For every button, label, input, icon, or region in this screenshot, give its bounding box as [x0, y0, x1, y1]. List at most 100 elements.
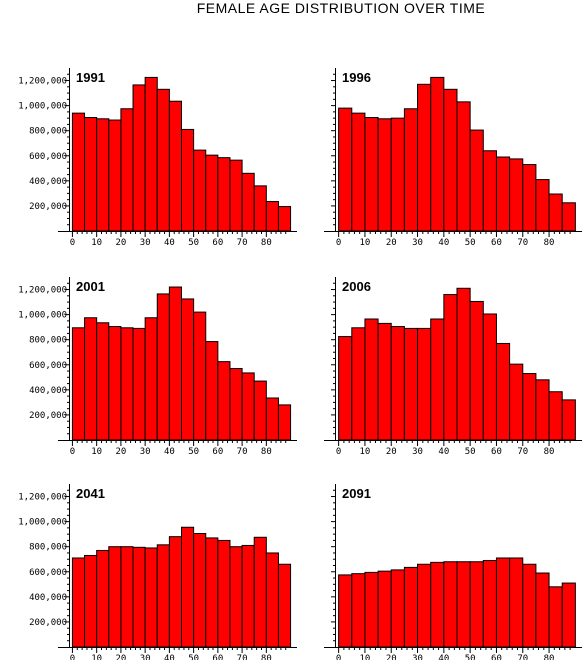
bar	[430, 561, 445, 648]
x-tick-label: 50	[188, 447, 199, 457]
bar	[561, 202, 576, 232]
bar	[430, 76, 445, 232]
bar	[403, 108, 419, 232]
x-tick-label: 0	[336, 654, 341, 660]
x-tick-label: 70	[237, 238, 248, 248]
y-tick-label: 800,000	[29, 127, 67, 137]
y-tick-label: 1,200,000	[18, 77, 67, 87]
bar	[241, 372, 255, 441]
bar	[377, 118, 392, 232]
bar	[482, 313, 497, 441]
x-tick-label: 30	[140, 238, 151, 248]
bar	[495, 557, 511, 648]
y-tick-label: 1,200,000	[18, 493, 67, 503]
x-tick-label: 20	[386, 654, 397, 660]
bar	[84, 317, 98, 441]
bar	[338, 107, 353, 232]
bar	[193, 533, 207, 648]
chart-panel-2001: 200,000 400,000 600,000 800,000 1,000,000 1,2…	[18, 277, 297, 457]
x-tick-label: 60	[491, 654, 502, 660]
x-tick-label: 60	[212, 447, 223, 457]
bar	[265, 552, 279, 648]
bar	[217, 539, 231, 648]
x-tick-label: 70	[517, 447, 528, 457]
x-tick-label: 30	[140, 447, 151, 457]
bar	[277, 563, 292, 648]
x-tick-label: 70	[517, 238, 528, 248]
y-tick-label: 1,000,000	[18, 518, 67, 528]
x-tick-label: 50	[465, 447, 476, 457]
y-tick-label: 400,000	[29, 177, 67, 187]
bar	[495, 156, 511, 232]
bar	[548, 391, 563, 441]
bar	[456, 101, 471, 232]
bar	[168, 286, 182, 441]
bar	[509, 557, 524, 648]
bar	[364, 318, 379, 441]
bar	[229, 159, 243, 232]
bar	[253, 536, 267, 648]
bar	[338, 336, 353, 441]
x-tick-label: 20	[386, 447, 397, 457]
x-tick-label: 10	[91, 447, 102, 457]
y-tick-label: 1,000,000	[18, 102, 67, 112]
bar	[217, 361, 231, 441]
y-tick-label: 600,000	[29, 568, 67, 578]
x-tick-label: 70	[517, 654, 528, 660]
chart-panel-2091: 0 10 20 30 40 50 60 70 80 2091	[324, 484, 582, 660]
bar	[277, 404, 292, 441]
bar	[205, 154, 219, 232]
x-tick-label: 70	[237, 447, 248, 457]
bar	[482, 150, 497, 232]
bar	[71, 112, 86, 232]
bar	[253, 380, 267, 441]
bar	[144, 76, 158, 232]
x-tick-label: 60	[212, 654, 223, 660]
bar	[390, 326, 405, 441]
bar	[229, 368, 243, 441]
y-tick-label: 600,000	[29, 361, 67, 371]
bar	[535, 572, 550, 648]
bar	[241, 172, 255, 232]
bar	[364, 117, 379, 232]
bar	[456, 287, 471, 441]
bar	[120, 546, 134, 648]
bar	[181, 526, 195, 648]
bar	[96, 549, 110, 648]
bar	[156, 88, 170, 232]
bar	[205, 537, 219, 648]
bar	[84, 554, 98, 648]
bar	[561, 399, 576, 441]
x-tick-label: 10	[91, 238, 102, 248]
bar	[193, 149, 207, 232]
bar	[522, 164, 537, 232]
x-tick-label: 80	[544, 654, 555, 660]
bar	[253, 185, 267, 232]
chart-panel-1991: 200,000 400,000 600,000 800,000 1,000,000 1,2…	[18, 68, 297, 248]
y-tick-label: 200,000	[29, 411, 67, 421]
x-tick-label: 50	[188, 238, 199, 248]
bar	[156, 293, 170, 441]
x-tick-label: 40	[164, 447, 175, 457]
x-tick-label: 60	[491, 238, 502, 248]
x-tick-label: 20	[386, 238, 397, 248]
bar	[108, 546, 122, 648]
panel-year-label: 2006	[342, 279, 371, 294]
bar	[535, 379, 550, 441]
bar	[535, 179, 550, 232]
bar	[241, 544, 255, 648]
page-title: FEMALE AGE DISTRIBUTION OVER TIME	[196, 0, 486, 16]
bar	[156, 544, 170, 648]
bar	[351, 112, 366, 232]
bar	[469, 300, 484, 441]
x-tick-label: 60	[212, 238, 223, 248]
bar	[443, 561, 458, 648]
x-tick-label: 30	[140, 654, 151, 660]
bar	[84, 117, 98, 232]
y-tick-label: 1,000,000	[18, 311, 67, 321]
bar	[351, 327, 366, 441]
bar	[181, 128, 195, 232]
bar	[548, 586, 563, 648]
bar	[509, 158, 524, 232]
bar	[217, 157, 231, 232]
